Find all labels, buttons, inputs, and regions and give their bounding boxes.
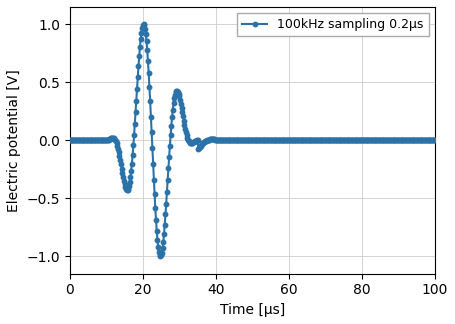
100kHz sampling 0.2μs bbox=[303, 138, 309, 142]
100kHz sampling 0.2μs bbox=[159, 251, 165, 255]
Y-axis label: Electric potential [V]: Electric potential [V] bbox=[7, 69, 21, 212]
100kHz sampling 0.2μs bbox=[67, 138, 73, 142]
100kHz sampling 0.2μs bbox=[308, 138, 313, 142]
Legend: 100kHz sampling 0.2μs: 100kHz sampling 0.2μs bbox=[237, 13, 429, 36]
100kHz sampling 0.2μs bbox=[174, 89, 180, 93]
100kHz sampling 0.2μs bbox=[371, 138, 376, 142]
100kHz sampling 0.2μs bbox=[432, 138, 438, 142]
100kHz sampling 0.2μs bbox=[157, 254, 163, 258]
X-axis label: Time [μs]: Time [μs] bbox=[220, 303, 285, 317]
Line: 100kHz sampling 0.2μs: 100kHz sampling 0.2μs bbox=[68, 22, 437, 259]
100kHz sampling 0.2μs bbox=[202, 140, 207, 144]
100kHz sampling 0.2μs bbox=[141, 22, 147, 26]
